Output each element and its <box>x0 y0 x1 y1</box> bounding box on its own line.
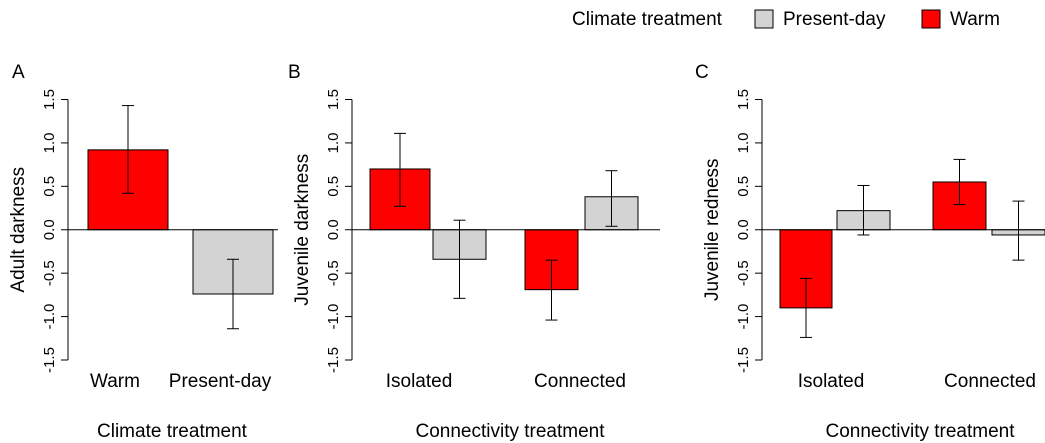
legend: Climate treatment Present-day Warm <box>572 9 1000 30</box>
x-axis-label: Connectivity treatment <box>415 421 605 442</box>
x-tick-label: Connected <box>944 371 1036 392</box>
panel-a: A -1.5 -1.0 -0.5 0.0 0.5 1.0 1.5 Adult darkness W… <box>8 62 278 442</box>
panel-letter: A <box>12 62 25 83</box>
y-tick-label: -1.5 <box>325 347 342 373</box>
y-tick-label: 1.5 <box>325 89 342 110</box>
y-tick-label: 1.0 <box>735 132 752 153</box>
y-tick-label: 1.5 <box>735 89 752 110</box>
y-tick-label: 1.5 <box>41 89 58 110</box>
panel-letter: B <box>288 62 301 83</box>
y-tick-label: 1.0 <box>41 132 58 153</box>
y-tick-label: -1.0 <box>41 304 58 330</box>
legend-title: Climate treatment <box>572 9 723 30</box>
y-tick-label: 1.0 <box>325 132 342 153</box>
y-tick-label: 0.0 <box>325 219 342 240</box>
panel-c: C -1.5 -1.0 -0.5 0.0 0.5 1.0 1.5 Juvenile rednes… <box>695 62 1045 442</box>
y-tick-label: 0.5 <box>41 176 58 197</box>
x-tick-label: Isolated <box>386 371 453 392</box>
x-axis-label: Connectivity treatment <box>825 421 1015 442</box>
x-tick-label: Warm <box>90 371 140 392</box>
y-tick-label: 0.5 <box>735 176 752 197</box>
chart-panels: A -1.5 -1.0 -0.5 0.0 0.5 1.0 1.5 Adult darkness W… <box>8 62 1045 442</box>
y-tick-label: 0.0 <box>735 219 752 240</box>
legend-swatch-warm <box>921 9 941 29</box>
y-tick-label: -1.5 <box>735 347 752 373</box>
legend-swatch-present-day <box>754 9 774 29</box>
panel-letter: C <box>695 62 709 83</box>
x-tick-label: Isolated <box>798 371 865 392</box>
x-tick-label: Connected <box>534 371 626 392</box>
y-tick-label: -0.5 <box>41 260 58 286</box>
x-axis-label: Climate treatment <box>97 421 248 442</box>
y-axis-label: Adult darkness <box>8 167 29 293</box>
x-tick-label: Present-day <box>169 371 272 392</box>
y-tick-label: -1.5 <box>41 347 58 373</box>
y-tick-label: -0.5 <box>325 260 342 286</box>
y-tick-label: 0.5 <box>325 176 342 197</box>
y-tick-label: -0.5 <box>735 260 752 286</box>
y-axis-label: Juvenile redness <box>702 158 723 301</box>
panel-b: B -1.5 -1.0 -0.5 0.0 0.5 1.0 1.5 Juvenile darkne… <box>288 62 660 442</box>
y-tick-label: -1.0 <box>325 304 342 330</box>
y-tick-label: -1.0 <box>735 304 752 330</box>
y-tick-label: 0.0 <box>41 219 58 240</box>
legend-label-present-day: Present-day <box>783 9 886 30</box>
legend-label-warm: Warm <box>950 9 1000 30</box>
y-axis-label: Juvenile darkness <box>292 154 313 306</box>
